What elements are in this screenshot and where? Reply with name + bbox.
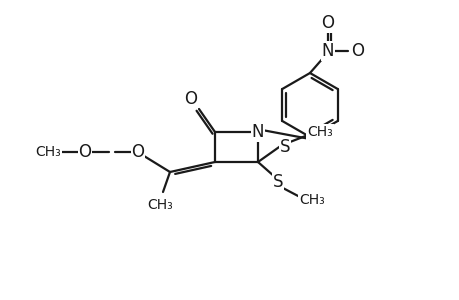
Text: N: N (321, 42, 334, 60)
Text: O: O (184, 90, 197, 108)
Text: S: S (279, 138, 290, 156)
Text: CH₃: CH₃ (35, 145, 61, 159)
Text: CH₃: CH₃ (307, 125, 332, 139)
Text: CH₃: CH₃ (147, 198, 173, 212)
Text: O: O (131, 143, 144, 161)
Text: N: N (251, 123, 263, 141)
Text: O: O (78, 143, 91, 161)
Text: CH₃: CH₃ (298, 193, 324, 207)
Text: O: O (321, 14, 334, 32)
Text: O: O (351, 42, 364, 60)
Text: S: S (272, 173, 283, 191)
